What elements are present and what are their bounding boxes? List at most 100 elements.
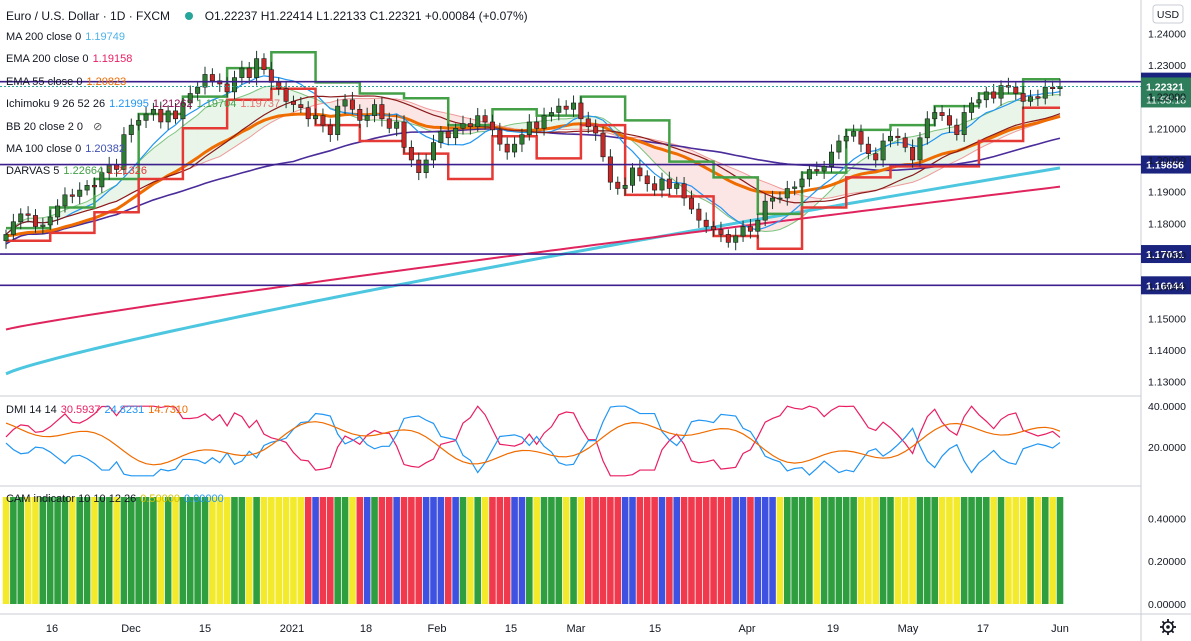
candle bbox=[173, 103, 179, 124]
cam-bar bbox=[946, 497, 953, 604]
cloud-segment bbox=[846, 166, 854, 195]
cam-bar bbox=[688, 497, 695, 604]
candle bbox=[659, 172, 665, 198]
cloud-segment bbox=[890, 140, 898, 188]
cam-bar bbox=[10, 497, 17, 604]
cam-bar bbox=[1027, 497, 1034, 604]
candle bbox=[725, 229, 731, 248]
candle bbox=[342, 93, 348, 115]
candle bbox=[379, 96, 385, 127]
cam-bar bbox=[599, 497, 607, 604]
candle bbox=[946, 108, 952, 134]
dmi-tick: 40.0000 bbox=[1148, 401, 1186, 413]
cam-bar bbox=[621, 497, 629, 604]
price-tick: 1.18000 bbox=[1148, 218, 1186, 230]
legend-row[interactable]: MA 100 close 0 1.20382 bbox=[6, 143, 129, 155]
cam-bar bbox=[481, 497, 489, 604]
cloud-segment bbox=[942, 127, 950, 169]
legend-row[interactable]: BB 20 close 2 0 ⊘ bbox=[6, 120, 106, 133]
price-tick: 1.23000 bbox=[1148, 60, 1186, 72]
level-line[interactable]: 1.19856 bbox=[0, 155, 1191, 174]
candle bbox=[335, 98, 341, 141]
cam-bar bbox=[194, 497, 201, 604]
cam-bar bbox=[1012, 497, 1020, 604]
level-line[interactable]: 1.17031 bbox=[0, 245, 1191, 264]
time-tick: 19 bbox=[827, 623, 839, 635]
cam-bar bbox=[710, 497, 717, 604]
legend-row[interactable]: MA 200 close 0 1.19749 bbox=[6, 31, 129, 43]
cloud-segment bbox=[654, 139, 662, 170]
legend-value: 0.50000 bbox=[140, 493, 181, 505]
cam-bar bbox=[990, 497, 997, 604]
candle bbox=[482, 109, 488, 130]
cloud-segment bbox=[94, 193, 102, 209]
currency-box[interactable] bbox=[1152, 4, 1184, 24]
candle bbox=[644, 170, 650, 192]
legend-row[interactable]: EMA 200 close 0 1.19158 bbox=[6, 53, 136, 65]
candle bbox=[165, 105, 171, 130]
ohlc-values: O1.22237 H1.22414 L1.22133 C1.22321 +0.0… bbox=[204, 9, 528, 23]
time-tick: Apr bbox=[738, 623, 755, 635]
cam-bar bbox=[887, 497, 894, 604]
candle bbox=[239, 60, 245, 85]
legend-value: 1.20382 bbox=[85, 142, 125, 155]
cam-bar bbox=[268, 497, 275, 604]
candle bbox=[519, 128, 525, 153]
cam-bar bbox=[820, 497, 828, 604]
price-tick: 1.22000 bbox=[1148, 92, 1186, 104]
hidden-eye-icon[interactable]: ⊘ bbox=[93, 121, 103, 134]
cam-bar bbox=[614, 497, 622, 604]
cam-bar bbox=[444, 497, 452, 604]
legend-row[interactable]: EMA 55 close 0 1.20823 bbox=[6, 76, 130, 88]
cam-bar bbox=[865, 497, 872, 604]
cam-tick: 0.40000 bbox=[1148, 513, 1186, 525]
cam-bar bbox=[186, 497, 194, 604]
candle bbox=[792, 181, 798, 196]
horizontal-levels: 1.22473 1.19856 1.17031 1.16044 1.2232111:55… bbox=[0, 72, 1191, 295]
dmi-legend: DMI 14 14 30.5937 24.8231 14.7310 bbox=[6, 404, 192, 416]
level-line[interactable]: 1.16044 bbox=[0, 276, 1191, 295]
legend-row[interactable]: DARVAS 5 1.22664 1.21326 bbox=[6, 165, 151, 177]
cam-bar bbox=[452, 497, 459, 604]
candle bbox=[895, 128, 901, 146]
cam-bar bbox=[798, 497, 806, 604]
candle bbox=[1013, 81, 1019, 100]
time-tick: 18 bbox=[360, 623, 372, 635]
cam-bar bbox=[290, 497, 297, 604]
legend-row[interactable]: Ichimoku 9 26 52 26 1.21995 1.21262 1.19704… bbox=[6, 98, 284, 110]
cam-bar bbox=[260, 497, 268, 604]
cam-bar bbox=[776, 497, 784, 604]
candle bbox=[121, 127, 127, 176]
cam-bar bbox=[643, 497, 651, 604]
cam-bar bbox=[975, 497, 983, 604]
candle bbox=[261, 53, 267, 75]
candle bbox=[983, 86, 989, 108]
cloud-segment bbox=[182, 120, 191, 172]
cam-bar bbox=[201, 497, 209, 604]
level-line[interactable]: 1.22473 bbox=[0, 72, 1191, 91]
candle bbox=[593, 119, 599, 141]
cam-bar bbox=[459, 497, 467, 604]
candle bbox=[283, 80, 289, 109]
candle bbox=[445, 123, 451, 146]
cam-bar bbox=[725, 497, 732, 604]
cam-tick: 0.20000 bbox=[1148, 556, 1186, 568]
legend-value: 1.21262 bbox=[152, 97, 193, 110]
cam-bar bbox=[275, 497, 283, 604]
cam-bar bbox=[223, 497, 231, 604]
candle bbox=[585, 111, 591, 134]
candle bbox=[1005, 77, 1011, 94]
candle bbox=[25, 206, 31, 223]
cam-bar bbox=[474, 497, 482, 604]
cam-bar bbox=[1034, 497, 1042, 604]
ema200-line bbox=[5, 185, 1061, 331]
candle bbox=[497, 122, 503, 151]
cloud-segment bbox=[197, 108, 206, 166]
candle bbox=[1028, 89, 1034, 107]
time-tick: 15 bbox=[199, 623, 211, 635]
candle bbox=[991, 83, 997, 104]
gear-icon[interactable] bbox=[1160, 619, 1176, 635]
cloud-segment bbox=[271, 85, 279, 123]
symbol-title: Euro / U.S. Dollar · 1D · FXCM bbox=[6, 9, 171, 23]
